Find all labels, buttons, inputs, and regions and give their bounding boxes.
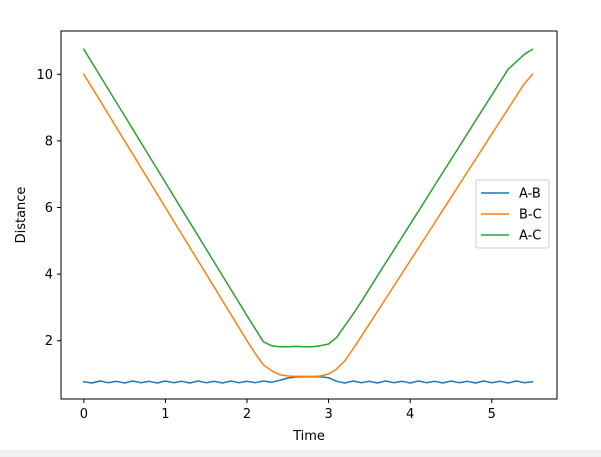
legend: A-B B-C A-C [475, 179, 550, 249]
series-line-b-c [82, 73, 534, 378]
x-tick-label: 0 [80, 407, 88, 422]
x-tick-label: 1 [161, 407, 169, 422]
y-tick-label: 2 [45, 334, 53, 349]
y-tick-label: 6 [45, 201, 53, 216]
legend-label-b-c: B-C [519, 208, 542, 223]
legend-label-a-c: A-C [519, 229, 541, 244]
y-axis-label: Distance [14, 187, 29, 244]
series-line-a-c [82, 48, 534, 348]
x-tick-label: 5 [488, 407, 496, 422]
axes-frame [60, 30, 558, 400]
y-tick-label: 8 [45, 134, 53, 149]
y-tick-label: 4 [45, 268, 53, 283]
plot-area [61, 31, 557, 399]
x-tick-label: 4 [406, 407, 414, 422]
x-axis-label: Time [292, 429, 325, 444]
x-axis-ticks: 0 1 2 3 4 5 [80, 399, 496, 422]
y-axis-ticks: 2 4 6 8 10 [36, 68, 61, 349]
legend-frame [475, 179, 550, 249]
legend-label-a-b: A-B [519, 187, 541, 202]
x-tick-label: 3 [324, 407, 332, 422]
series-layer [82, 48, 534, 384]
y-tick-label: 10 [36, 68, 53, 83]
x-tick-label: 2 [243, 407, 251, 422]
